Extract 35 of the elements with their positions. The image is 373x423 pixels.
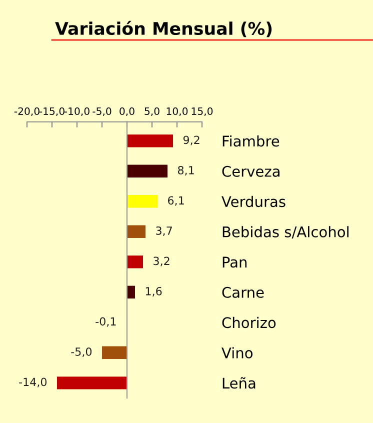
- x-tick-label: -5,0: [92, 107, 112, 116]
- x-tick-label: -10,0: [64, 107, 90, 116]
- x-tick-label: -15,0: [39, 107, 64, 116]
- data-label: -14,0: [19, 378, 47, 388]
- data-label: 9,2: [183, 136, 200, 146]
- bar: [102, 346, 127, 360]
- data-label: 1,6: [146, 286, 162, 297]
- bar: [127, 164, 168, 178]
- x-tick-label: 10,0: [166, 107, 188, 116]
- x-tick-label: -20,0: [14, 107, 40, 116]
- y-tick-label: Verduras: [222, 196, 286, 208]
- y-tick-label: Leña: [222, 377, 256, 389]
- data-label: -0,1: [96, 317, 116, 327]
- y-tick-label: Bebidas s/Alcohol: [222, 226, 348, 239]
- data-label: 3,7: [156, 226, 172, 236]
- data-label: 8,1: [178, 166, 194, 176]
- x-tick-label: 15,0: [192, 107, 213, 116]
- y-tick-label: Cerveza: [222, 166, 280, 177]
- x-tick-label: 5,0: [144, 107, 160, 116]
- bar: [57, 376, 127, 390]
- x-tick-label: 0,0: [120, 107, 134, 116]
- bar: [127, 134, 173, 148]
- chart-title: Variación Mensual (%): [55, 20, 272, 38]
- bar: [127, 195, 158, 208]
- data-label: 3,2: [154, 256, 170, 266]
- y-tick-label: Carne: [222, 286, 264, 298]
- y-tick-label: Vino: [222, 347, 253, 358]
- bar: [127, 225, 146, 238]
- y-tick-label: Fiambre: [222, 135, 280, 147]
- bar: [127, 256, 143, 268]
- data-label: 6,1: [168, 196, 184, 206]
- y-tick-label: Pan: [222, 256, 247, 268]
- bar: [127, 286, 135, 299]
- y-tick-label: Chorizo: [222, 316, 276, 328]
- data-label: -5,0: [71, 347, 92, 358]
